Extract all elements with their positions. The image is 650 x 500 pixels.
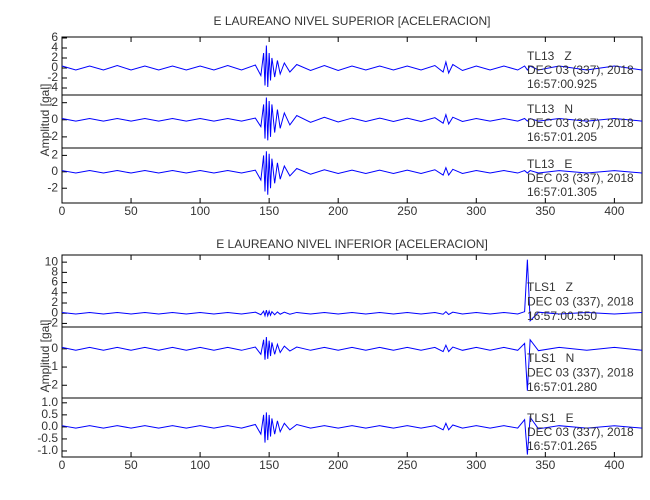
y-tick-label: 2 xyxy=(51,95,58,109)
trace xyxy=(61,45,643,88)
y-tick-label: 6 xyxy=(51,30,58,44)
y-tick-label: 0 xyxy=(51,305,58,319)
x-tick-label: 350 xyxy=(535,458,555,472)
y-tick-label: -2 xyxy=(47,129,58,143)
y-tick-label: 1.0 xyxy=(41,395,58,409)
x-tick-label: 300 xyxy=(466,204,486,218)
station-label: TLS1 N xyxy=(527,351,574,365)
x-tick-label: 150 xyxy=(259,458,279,472)
y-tick-label: -2 xyxy=(47,377,58,391)
x-tick-label: 0 xyxy=(59,204,66,218)
y-tick-label: -2 xyxy=(47,70,58,84)
trace-frame xyxy=(61,397,643,458)
x-tick-label: 100 xyxy=(190,204,210,218)
x-tick-label: 0 xyxy=(59,458,66,472)
time-label: 16:57:01.305 xyxy=(527,185,597,199)
y-axis-label: Amplitud [gal] xyxy=(38,84,52,157)
x-tick-label: 300 xyxy=(466,458,486,472)
y-axis-label: Amplitud [gal] xyxy=(38,320,52,393)
time-label: 16:57:00.550 xyxy=(527,309,597,323)
time-label: 16:57:01.265 xyxy=(527,439,597,453)
y-tick-label: 4 xyxy=(51,40,58,54)
date-label: DEC 03 (337), 2018 xyxy=(527,171,634,185)
date-label: DEC 03 (337), 2018 xyxy=(527,116,634,130)
y-tick-label: 0.5 xyxy=(41,407,58,421)
y-tick-label: 0 xyxy=(51,60,58,74)
y-tick-label: 0 xyxy=(51,341,58,355)
trace xyxy=(61,97,643,141)
trace xyxy=(61,151,643,195)
time-label: 16:57:00.925 xyxy=(527,77,597,91)
x-tick-label: 250 xyxy=(397,204,417,218)
y-tick-label: 2 xyxy=(51,148,58,162)
chart-title: E LAUREANO NIVEL INFERIOR [ACELERACION] xyxy=(216,237,488,251)
chart-title: E LAUREANO NIVEL SUPERIOR [ACELERACION] xyxy=(214,14,491,28)
y-tick-label: 4 xyxy=(51,285,58,299)
x-tick-label: 200 xyxy=(328,204,348,218)
date-label: DEC 03 (337), 2018 xyxy=(527,366,634,380)
trace xyxy=(61,259,643,323)
x-tick-label: 50 xyxy=(124,458,138,472)
y-tick-label: 2 xyxy=(51,295,58,309)
y-tick-label: -4 xyxy=(47,80,58,94)
x-tick-label: 400 xyxy=(604,458,624,472)
y-tick-label: 6 xyxy=(51,275,58,289)
x-tick-label: 100 xyxy=(190,458,210,472)
station-label: TL13 N xyxy=(527,102,573,116)
y-tick-label: -1 xyxy=(47,359,58,373)
y-tick-label: -2 xyxy=(47,180,58,194)
time-label: 16:57:01.280 xyxy=(527,380,597,394)
date-label: DEC 03 (337), 2018 xyxy=(527,295,634,309)
x-tick-label: 350 xyxy=(535,204,555,218)
y-tick-label: 0 xyxy=(51,112,58,126)
y-tick-label: -2 xyxy=(47,316,58,330)
station-label: TL13 E xyxy=(527,157,572,171)
station-label: TLS1 Z xyxy=(527,280,573,294)
y-tick-label: 2 xyxy=(51,50,58,64)
trace-frame xyxy=(61,147,643,204)
y-tick-label: 10 xyxy=(45,254,59,268)
date-label: DEC 03 (337), 2018 xyxy=(527,425,634,439)
y-tick-label: 0 xyxy=(51,164,58,178)
y-tick-label: -1.0 xyxy=(37,443,58,457)
x-tick-label: 250 xyxy=(397,458,417,472)
trace xyxy=(61,336,643,391)
x-tick-label: 50 xyxy=(124,204,138,218)
y-tick-label: -0.5 xyxy=(37,431,58,445)
trace xyxy=(61,412,643,455)
y-tick-label: 8 xyxy=(51,265,58,279)
date-label: DEC 03 (337), 2018 xyxy=(527,63,634,77)
time-label: 16:57:01.205 xyxy=(527,130,597,144)
x-tick-label: 400 xyxy=(604,204,624,218)
station-label: TL13 Z xyxy=(527,49,572,63)
x-tick-label: 200 xyxy=(328,458,348,472)
x-tick-label: 150 xyxy=(259,204,279,218)
station-label: TLS1 E xyxy=(527,411,574,425)
y-tick-label: 0.0 xyxy=(41,419,58,433)
